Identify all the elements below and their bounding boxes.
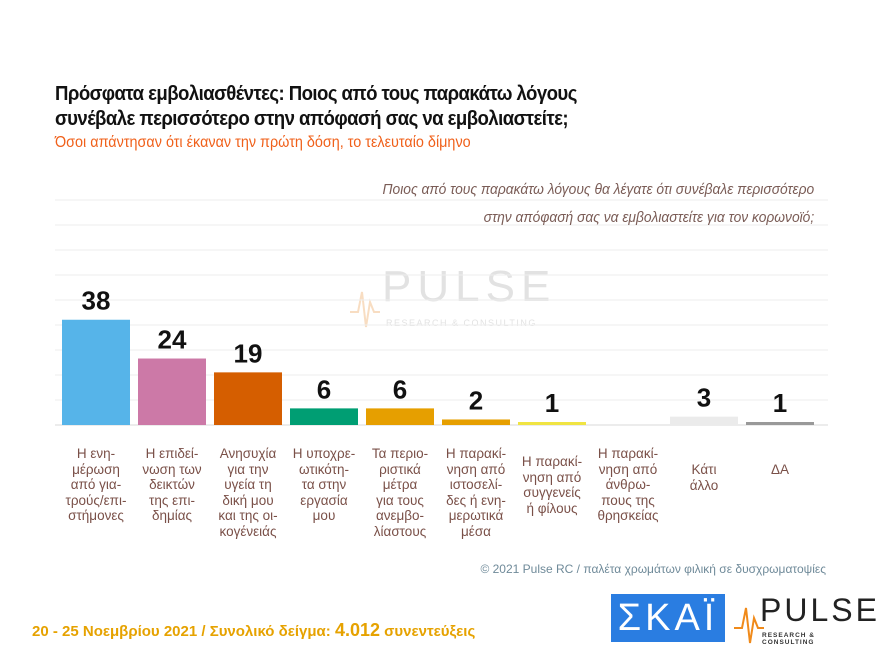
footer-text: 20 - 25 Νοεμβρίου 2021 / Συνολικό δείγμα…	[32, 620, 475, 641]
question-line-2: στην απόφασή σας να εμβολιαστείτε για το…	[483, 209, 814, 226]
data-label: 3	[697, 383, 711, 413]
watermark-sub: RESEARCH & CONSULTING	[386, 318, 537, 328]
title-line-2: συνέβαλε περισσότερο στην απόφασή σας να…	[55, 108, 569, 130]
bar	[138, 358, 206, 425]
credit-text: © 2021 Pulse RC / παλέτα χρωμάτων φιλική…	[480, 562, 826, 576]
bar	[62, 319, 130, 425]
pulse-wave-icon	[734, 607, 764, 644]
category-label: Η παρακί- νηση από άνθρω- πους της θρησκ…	[597, 446, 659, 523]
watermark-word: PULSE	[382, 262, 557, 311]
bar	[518, 422, 586, 425]
category-label: Η ενη- μέρωση από για- τρούς/επι- στήμον…	[65, 446, 127, 523]
category-label: Τα περιο- ριστικά μέτρα για τους ανεμβο-…	[371, 446, 429, 539]
bar	[670, 416, 738, 425]
category-label: ΔΑ	[770, 462, 790, 477]
question-text: Ποιος από τους παρακάτω λόγους θα λέγατε…	[382, 176, 814, 232]
footer-unit: συνεντεύξεις	[379, 623, 476, 640]
title-line-1: Πρόσφατα εμβολιασθέντες: Ποιος από τους …	[55, 83, 577, 105]
footer-sample: 4.012	[334, 620, 380, 640]
pulse-logo: PULSE RESEARCH & CONSULTING	[734, 592, 877, 646]
category-label: Ανησυχία για την υγεία τη δική μου και τ…	[218, 446, 278, 539]
data-label: 19	[234, 338, 263, 368]
category-label: Η επιδεί- νωση των δεικτών της επι- δημί…	[142, 446, 202, 523]
data-label: 1	[545, 388, 559, 418]
bar	[746, 422, 814, 425]
bar	[366, 408, 434, 425]
chart-subtitle: Όσοι απάντησαν ότι έκαναν την πρώτη δόση…	[55, 134, 471, 151]
bar	[442, 419, 510, 425]
data-label: 2	[469, 385, 483, 415]
bar	[214, 372, 282, 425]
category-label: Η παρακί- νηση από ιστοσελί- δες ή ενη- …	[445, 446, 507, 539]
bar	[290, 408, 358, 425]
footer-dates: 20 - 25 Νοεμβρίου 2021 / Συνολικό δείγμα…	[32, 623, 335, 640]
pulse-wave-icon	[350, 291, 380, 328]
data-label: 6	[317, 374, 331, 404]
question-line-1: Ποιος από τους παρακάτω λόγους θα λέγατε…	[382, 181, 814, 198]
pulse-logo-word: PULSE	[760, 592, 880, 628]
pulse-logo-sub: RESEARCH & CONSULTING	[762, 632, 815, 646]
chart-title: Πρόσφατα εμβολιασθέντες: Ποιος από τους …	[55, 82, 577, 132]
data-label: 6	[393, 374, 407, 404]
data-label: 38	[82, 286, 111, 316]
category-label: Η υποχρε- ωτικότη- τα στην εργασία μου	[292, 446, 356, 523]
category-label: Κάτι άλλο	[689, 462, 719, 493]
data-label: 24	[158, 325, 187, 355]
skai-logo: ΣΚΑΪ	[611, 594, 725, 642]
data-label: 1	[773, 388, 787, 418]
category-label: Η παρακί- νηση από συγγενείς ή φίλους	[521, 454, 583, 516]
